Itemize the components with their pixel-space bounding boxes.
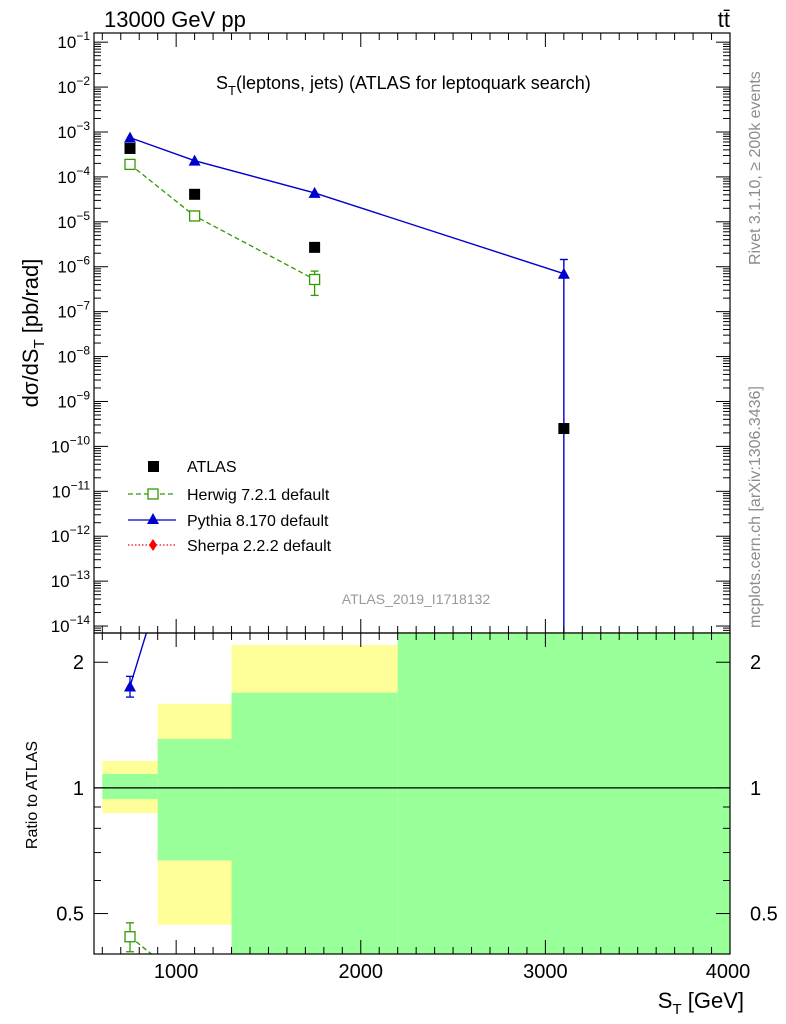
ratio-data-layer (124, 632, 152, 955)
legend-entry-atlas: ATLAS (148, 459, 237, 476)
herwig-point (188, 210, 201, 222)
atlas-data-point (558, 423, 570, 435)
main-y-tick-label: 10−5 (57, 209, 90, 232)
ratio-band-green (231, 692, 398, 954)
herwig-line (129, 163, 315, 281)
legend-entry-sherpa: Sherpa 2.2.2 default (128, 538, 332, 555)
analysis-id-watermark: ATLAS_2019_I1718132 (342, 591, 491, 607)
main-y-tick-label: 10−3 (57, 119, 90, 142)
main-y-tick-label: 10−10 (51, 433, 91, 456)
x-axis-label: ST [GeV] (658, 988, 744, 1018)
ratio-y-tick-label: 1 (73, 778, 84, 800)
legend: ATLAS Herwig 7.2.1 default Pythia 8.170 … (128, 459, 332, 555)
main-y-tick-label: 10−4 (57, 164, 90, 187)
main-y-axis-ticks: 10−1 10−2 10−3 10−4 10−5 10−6 10−7 10−8 10−9 10−1… (51, 29, 731, 636)
x-tick-label: 3000 (523, 961, 568, 983)
side-label-mcplots: mcplots.cern.ch [arXiv:1306.3436] (747, 386, 764, 628)
main-plot-title: ST(leptons, jets) (ATLAS for leptoquark … (216, 73, 591, 98)
header-process-label: tt̄ (718, 7, 730, 32)
atlas-data-point (124, 142, 136, 154)
main-y-tick-label: 10−7 (57, 299, 90, 322)
main-y-tick-label: 10−8 (57, 344, 90, 367)
main-y-tick-label: 10−9 (57, 388, 90, 411)
herwig-point (124, 158, 136, 171)
legend-label-pythia: Pythia 8.170 default (187, 513, 329, 530)
legend-label-sherpa: Sherpa 2.2.2 default (187, 538, 332, 555)
herwig-point (308, 273, 321, 286)
ratio-pythia-point (124, 680, 136, 692)
main-y-tick-label: 10−13 (51, 568, 91, 591)
ratio-y-tick-label: 0.5 (56, 904, 84, 926)
main-y-tick-label: 10−11 (52, 478, 91, 501)
ratio-y-axis-label: Ratio to ATLAS (24, 741, 41, 849)
x-tick-label: 1000 (154, 961, 199, 983)
legend-marker-atlas (148, 461, 159, 472)
pythia-point (188, 154, 201, 166)
legend-label-atlas: ATLAS (187, 459, 237, 476)
legend-entry-pythia: Pythia 8.170 default (128, 513, 329, 530)
pythia-point (124, 131, 136, 143)
main-y-tick-label: 10−12 (51, 523, 91, 546)
pythia-point (308, 186, 321, 198)
main-y-tick-label: 10−2 (57, 74, 90, 97)
ratio-plot-frame (93, 632, 731, 955)
atlas-data-point (309, 241, 321, 253)
ratio-axis-ticks: 0.5 0.5 1 1 2 2 1000 2000 3000 4000 (56, 633, 778, 983)
main-y-tick-label: 10−14 (51, 613, 91, 636)
ratio-y-tick-label-right: 0.5 (750, 904, 778, 926)
ratio-y-tick-label-right: 2 (750, 652, 761, 674)
pythia-point (557, 267, 570, 279)
main-y-tick-label: 10−1 (57, 29, 90, 52)
x-tick-label: 2000 (339, 961, 384, 983)
legend-marker-pythia (147, 513, 159, 524)
main-data-layer (124, 131, 570, 633)
legend-marker-herwig (147, 488, 159, 500)
legend-entry-herwig: Herwig 7.2.1 default (128, 487, 330, 504)
ratio-y-tick-label-right: 1 (750, 778, 761, 800)
ratio-band-green (157, 738, 232, 861)
main-y-tick-label: 10−6 (57, 254, 90, 277)
main-plot-panel: 10−1 10−2 10−3 10−4 10−5 10−6 10−7 10−8 10−9 10−1… (18, 29, 731, 636)
ratio-uncertainty-bands (102, 633, 730, 954)
ratio-band-green (397, 633, 730, 954)
ratio-y-tick-label: 2 (73, 652, 84, 674)
ratio-plot-panel: 0.5 0.5 1 1 2 2 1000 2000 3000 4000 Ratio to ATLA… (24, 632, 778, 1018)
ratio-pythia-line (129, 632, 148, 687)
pythia-line (129, 136, 565, 275)
legend-label-herwig: Herwig 7.2.1 default (187, 487, 330, 504)
ratio-band-green (102, 773, 158, 800)
main-y-axis-label: dσ/dST [pb/rad] (18, 259, 48, 408)
x-tick-label: 4000 (706, 961, 751, 983)
legend-marker-sherpa (149, 539, 157, 551)
side-label-rivet: Rivet 3.1.10, ≥ 200k events (747, 71, 764, 265)
ratio-herwig-point (124, 931, 136, 943)
atlas-data-point (189, 188, 201, 200)
header-energy-label: 13000 GeV pp (104, 7, 246, 32)
